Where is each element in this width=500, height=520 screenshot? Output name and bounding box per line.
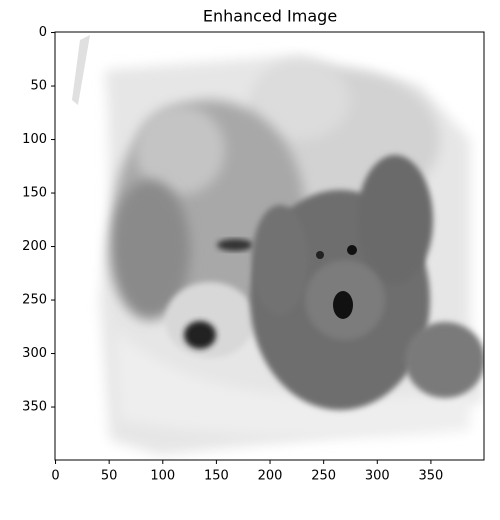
axes-frame	[54, 31, 485, 461]
y-tick-label: 150	[22, 186, 47, 201]
y-tick-label: 50	[30, 79, 47, 94]
x-tick-label: 100	[150, 469, 175, 484]
x-tick-label: 350	[418, 469, 443, 484]
y-tick-label: 0	[39, 25, 47, 40]
x-tick-label: 200	[258, 469, 283, 484]
dog-ear	[110, 180, 190, 320]
dog-muzzle	[165, 282, 255, 358]
x-tick-label: 0	[51, 469, 59, 484]
y-tick-label: 250	[22, 293, 47, 308]
teddy-ear	[252, 205, 308, 315]
blanket-edge	[72, 35, 90, 105]
teddy-eye	[316, 251, 324, 259]
image	[55, 32, 484, 460]
teddy-nose	[333, 291, 353, 319]
y-tick-label: 100	[22, 132, 47, 147]
teddy-eye	[347, 245, 357, 255]
x-tick-label: 250	[311, 469, 336, 484]
teddy-ear	[357, 155, 433, 285]
y-tick-label: 300	[22, 346, 47, 361]
x-tick-label: 300	[365, 469, 390, 484]
chart-title: Enhanced Image	[203, 7, 337, 26]
y-tick-label: 200	[22, 239, 47, 254]
teddy-paw	[405, 322, 484, 398]
x-tick-label: 50	[101, 469, 118, 484]
y-tick-label: 350	[22, 400, 47, 415]
dog-ear	[135, 105, 225, 195]
dog-nose	[184, 321, 216, 349]
blanket-fold	[250, 60, 350, 140]
dog-eye	[217, 239, 253, 251]
x-tick-label: 150	[204, 469, 229, 484]
blanket-front	[115, 330, 470, 438]
